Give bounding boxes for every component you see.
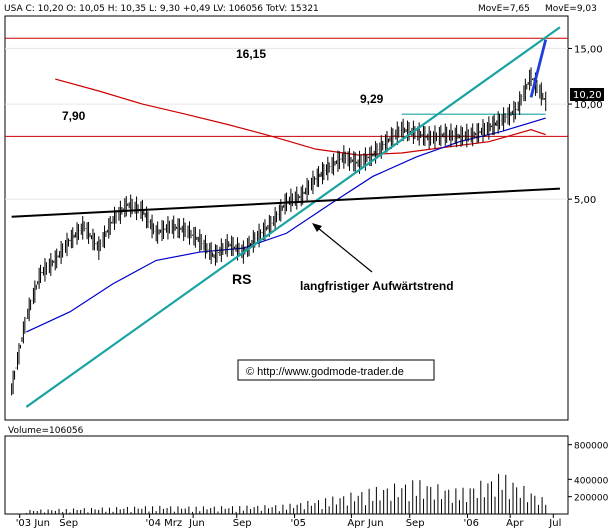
level-9-29-label: 9,29 [360,92,384,106]
level-7-90-label: 7,90 [62,109,86,123]
ma-long-legend: MovE=9,03 [545,4,597,14]
ma-short-legend: MovE=7,65 [478,4,530,14]
x-tick-label: Jul [548,518,561,529]
y-tick-label: 15,00 [574,44,603,55]
moving-averages [26,78,546,333]
level-16-15-label: 16,15 [236,47,266,61]
price-bars [11,67,547,396]
ma-short-line [55,78,546,156]
ma-long-line [26,117,546,333]
x-tick-label: Apr Jun [347,518,383,529]
volume-y-tick-label: 400000 [574,476,609,486]
trend-arrow [312,223,373,273]
support-line-black [11,187,560,218]
x-tick-label: '04 Mrz [146,518,183,529]
price-plot-frame [4,15,569,421]
volume-y-tick-label: 200000 [574,494,609,504]
recent-spike-line [529,39,548,98]
volume-bars [25,473,547,514]
last-price-label: 10,20 [573,90,602,101]
rs-label: RS [232,271,251,287]
y-tick-label: 10,00 [574,100,603,111]
x-tick-label: '06 [464,518,479,529]
x-tick-label: Sep [406,518,425,529]
axis-ticks: 15,00 10,00 5,00 '03 Jun Sep '04 Mrz Jun Sep '05… [16,44,609,529]
copyright-box: © http://www.godmode-trader.de [237,359,435,381]
trendlines [11,26,561,408]
y-tick-label: 5,00 [574,195,596,206]
copyright-text: © http://www.godmode-trader.de [246,366,404,378]
x-tick-label: Sep [233,518,252,529]
x-tick-label: Apr [506,518,524,529]
trend-label: langfristiger Aufwärtstrend [300,279,454,293]
x-tick-label: Jun [188,518,205,529]
long-term-uptrend-line [25,26,561,408]
volume-label: Volume=106056 [8,426,84,436]
volume-y-tick-label: 800000 [574,442,609,452]
last-price-box: 10,20 [570,88,604,101]
x-tick-label: Sep [59,518,78,529]
x-tick-label: '03 Jun [16,518,50,529]
header-symbol-line: USA C: 10,20 O: 10,05 H: 10,35 L: 9,30 +… [4,4,319,14]
x-tick-label: '05 [291,518,306,529]
